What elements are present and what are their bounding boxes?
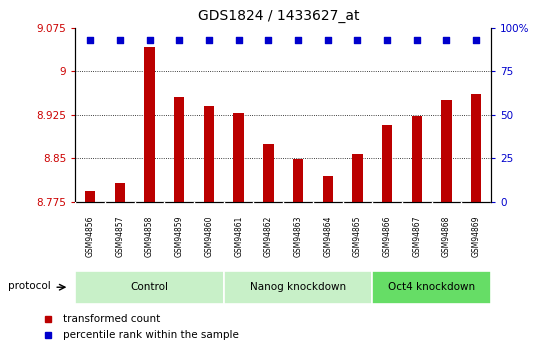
Text: GSM94864: GSM94864 <box>323 216 332 257</box>
Text: transformed count: transformed count <box>63 314 160 324</box>
Bar <box>75 271 224 304</box>
Bar <box>115 183 125 202</box>
Bar <box>85 191 95 202</box>
Point <box>145 37 154 42</box>
Text: GSM94863: GSM94863 <box>294 216 302 257</box>
Text: Control: Control <box>131 282 169 292</box>
Text: protocol: protocol <box>8 280 50 290</box>
Text: GSM94865: GSM94865 <box>353 216 362 257</box>
Point <box>264 37 273 42</box>
Bar <box>204 106 214 202</box>
Text: GSM94862: GSM94862 <box>264 216 273 257</box>
Bar <box>145 47 155 202</box>
Text: GSM94856: GSM94856 <box>86 216 95 257</box>
Point <box>116 37 124 42</box>
Text: GSM94869: GSM94869 <box>472 216 480 257</box>
Point <box>86 37 95 42</box>
Text: Nanog knockdown: Nanog knockdown <box>250 282 346 292</box>
Point <box>294 37 302 42</box>
Text: GSM94859: GSM94859 <box>175 216 184 257</box>
Bar <box>233 113 244 202</box>
Text: GSM94861: GSM94861 <box>234 216 243 257</box>
Bar <box>323 176 333 202</box>
Bar <box>352 154 363 202</box>
Bar <box>263 144 273 202</box>
Text: GSM94868: GSM94868 <box>442 216 451 257</box>
Point <box>234 37 243 42</box>
Text: GSM94867: GSM94867 <box>412 216 421 257</box>
Bar <box>224 271 372 304</box>
Bar <box>382 125 392 202</box>
Point <box>204 37 213 42</box>
Text: GSM94857: GSM94857 <box>116 216 124 257</box>
Bar <box>174 97 185 202</box>
Point <box>472 37 480 42</box>
Point <box>383 37 392 42</box>
Text: percentile rank within the sample: percentile rank within the sample <box>63 330 239 340</box>
Text: GSM94858: GSM94858 <box>145 216 154 257</box>
Bar <box>293 159 303 202</box>
Point <box>175 37 184 42</box>
Text: GDS1824 / 1433627_at: GDS1824 / 1433627_at <box>198 9 360 23</box>
Bar <box>441 100 451 202</box>
Text: Oct4 knockdown: Oct4 knockdown <box>388 282 475 292</box>
Point <box>323 37 332 42</box>
Bar <box>471 95 482 202</box>
Text: GSM94866: GSM94866 <box>383 216 392 257</box>
Point <box>353 37 362 42</box>
Bar <box>372 271 491 304</box>
Point <box>442 37 451 42</box>
Point <box>412 37 421 42</box>
Text: GSM94860: GSM94860 <box>204 216 214 257</box>
Bar <box>412 116 422 202</box>
